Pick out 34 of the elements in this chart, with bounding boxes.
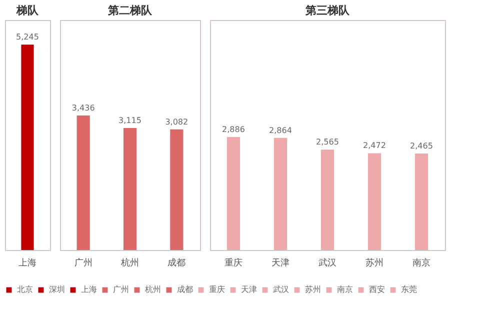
legend-label: 广州 xyxy=(113,285,129,294)
chart-title: 梯队 xyxy=(16,4,40,17)
legend-label: 北京 xyxy=(17,285,33,294)
data-label: 3,436 xyxy=(72,103,95,112)
legend-label: 杭州 xyxy=(144,285,161,294)
x-tick-label: 杭州 xyxy=(120,258,139,268)
legend-label: 重庆 xyxy=(209,285,225,294)
data-label: 2,565 xyxy=(316,138,339,147)
legend-label: 深圳 xyxy=(49,285,65,294)
data-label: 3,115 xyxy=(118,116,142,126)
x-tick-label: 天津 xyxy=(272,258,290,268)
x-tick-label: 重庆 xyxy=(224,258,242,268)
data-label: 2,465 xyxy=(410,141,433,150)
data-label: 2,864 xyxy=(269,126,292,135)
legend-label: 苏州 xyxy=(305,285,321,294)
x-tick-label: 苏州 xyxy=(366,258,384,268)
chart-title: 第二梯队 xyxy=(107,4,153,17)
data-label: 2,886 xyxy=(222,125,245,134)
x-tick-label: 武汉 xyxy=(318,258,336,268)
legend-label: 成都 xyxy=(177,285,193,294)
legend-label: 南京 xyxy=(337,285,353,294)
legend-label: 武汉 xyxy=(273,285,289,294)
x-tick-label: 南京 xyxy=(412,258,430,268)
x-tick-label: 成都 xyxy=(168,258,186,268)
data-label: 2,472 xyxy=(363,141,386,150)
x-tick-label: 上海 xyxy=(18,258,36,268)
chart-title: 第三梯队 xyxy=(304,4,350,17)
legend-label: 上海 xyxy=(81,285,97,294)
legend-label: 东莞 xyxy=(401,285,417,294)
legend-label: 天津 xyxy=(241,285,257,294)
data-label: 5,245 xyxy=(16,32,39,42)
x-tick-label: 广州 xyxy=(74,258,92,268)
data-label: 3,082 xyxy=(165,117,188,126)
legend-label: 西安 xyxy=(369,285,385,294)
